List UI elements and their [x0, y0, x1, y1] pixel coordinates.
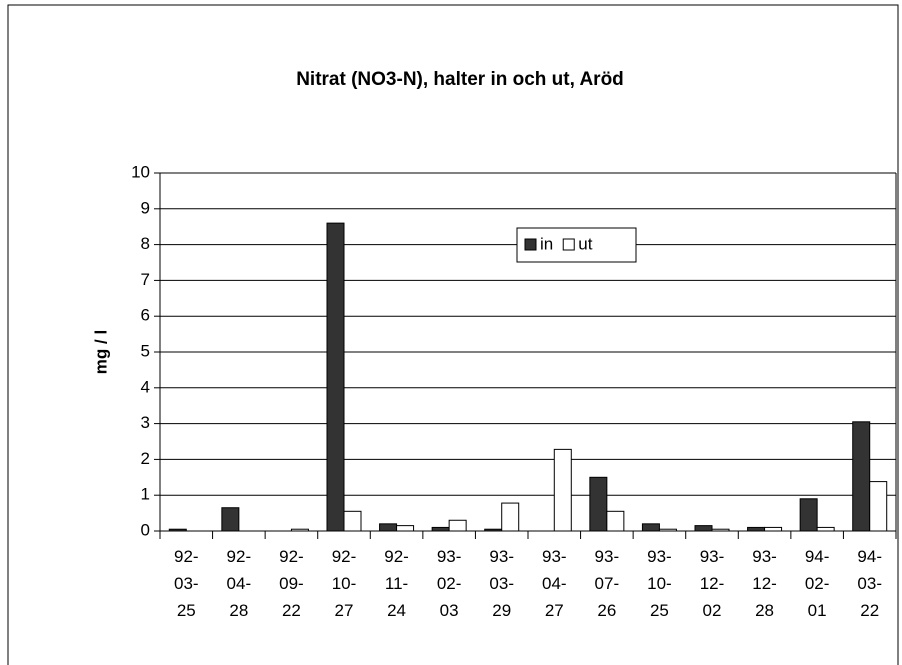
x-tick-label: 92-04-28	[226, 547, 252, 620]
bar	[799, 498, 818, 532]
y-tick-label: 9	[141, 198, 150, 217]
y-tick-label: 1	[141, 485, 150, 504]
bar	[343, 510, 362, 532]
legend-box	[516, 227, 637, 263]
x-tick-label: 93-12-28	[752, 547, 777, 620]
x-tick-label: 93-03-29	[489, 547, 514, 620]
bar	[589, 476, 608, 532]
chart-title: Nitrat (NO3-N), halter in och ut, Aröd	[296, 69, 624, 90]
y-tick-label: 10	[131, 162, 150, 181]
y-tick-label: 5	[141, 341, 150, 360]
x-tick-label: 92-09-22	[279, 547, 304, 620]
x-tick-label: 94-03-22	[857, 547, 882, 620]
bar	[747, 526, 766, 532]
bar	[764, 526, 783, 532]
bar	[641, 523, 660, 532]
bar	[431, 526, 450, 532]
bar	[869, 481, 888, 532]
bar	[694, 525, 713, 532]
y-tick-label: 4	[141, 377, 150, 396]
chart-border	[7, 4, 899, 665]
x-tick-label: 92-10-27	[331, 547, 357, 620]
legend-swatch	[524, 238, 537, 251]
bar	[221, 507, 240, 532]
x-tick-label: 93-04-27	[541, 547, 567, 620]
bar	[326, 222, 345, 532]
x-tick-label: 93-12-02	[699, 547, 725, 620]
legend-label: in	[540, 234, 553, 253]
bar	[448, 519, 467, 532]
bar	[606, 510, 625, 532]
y-tick-label: 6	[141, 306, 150, 325]
y-tick-label: 7	[141, 270, 150, 289]
x-tick-label: 92-11-24	[384, 547, 409, 620]
bar	[501, 502, 520, 532]
bar	[379, 523, 398, 532]
x-tick-label: 94-02-01	[804, 547, 830, 620]
legend-label: ut	[578, 234, 592, 253]
y-tick-label: 2	[141, 449, 150, 468]
legend-swatch	[562, 238, 575, 251]
x-tick-label: 93-07-26	[594, 547, 620, 620]
y-tick-label: 3	[141, 413, 150, 432]
x-tick-label: 93-10-25	[647, 547, 672, 620]
bar	[396, 525, 415, 532]
x-tick-label: 93-02-03	[436, 547, 462, 620]
bar	[816, 526, 835, 532]
y-tick-label: 8	[141, 234, 150, 253]
y-tick-label: 0	[141, 520, 150, 539]
y-axis-label: mg / l	[91, 330, 110, 374]
bar	[553, 448, 572, 532]
bar	[852, 421, 871, 532]
x-tick-label: 92-03-25	[173, 547, 199, 620]
